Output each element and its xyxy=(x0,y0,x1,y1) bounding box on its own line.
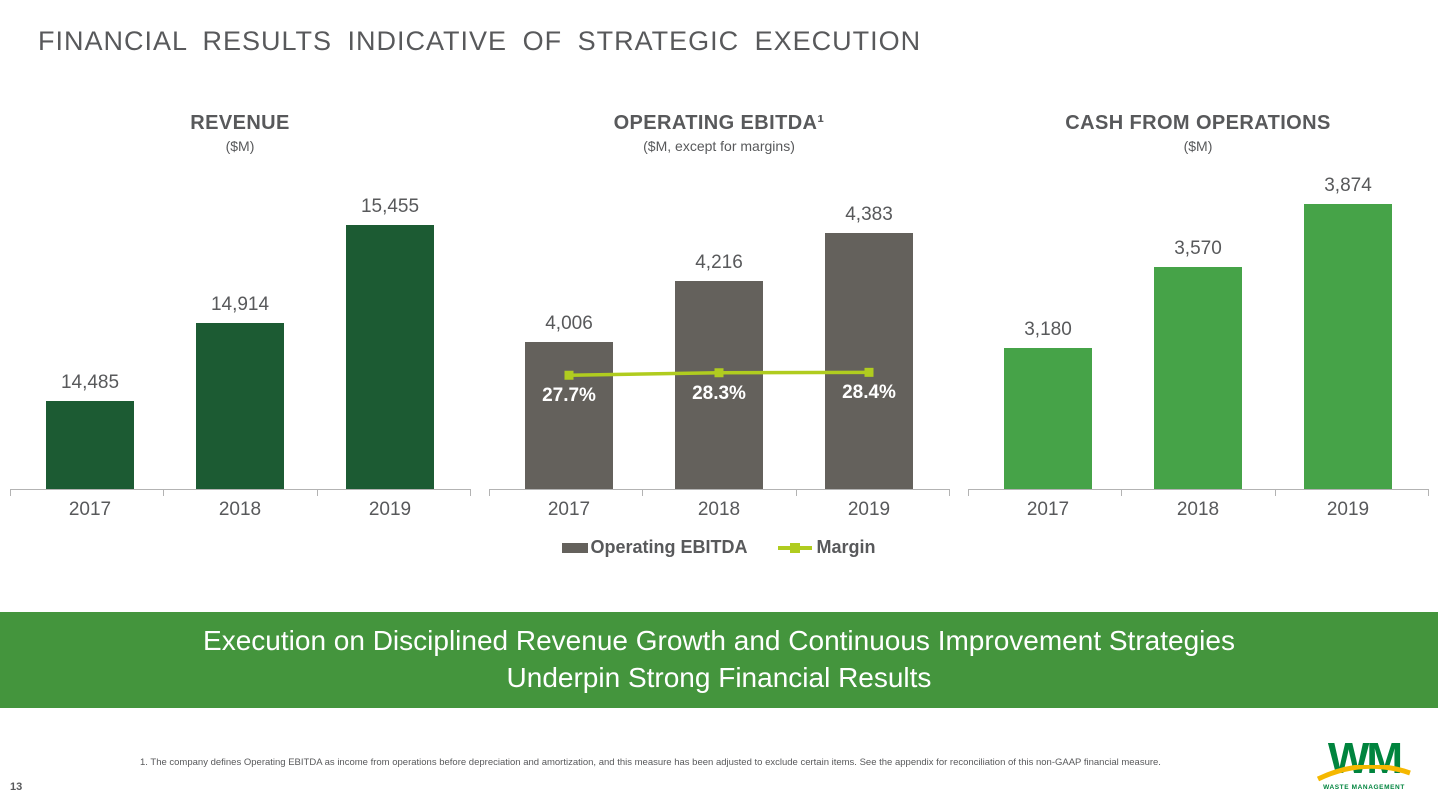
margin-swatch-icon xyxy=(777,542,812,553)
axis-tick xyxy=(968,489,969,496)
chart-operating-ebitda: OPERATING EBITDA¹ ($M, except for margin… xyxy=(489,112,950,558)
bar-value-label: 14,914 xyxy=(210,294,270,315)
chart-subtitle: ($M) xyxy=(225,138,255,154)
bar-value-label: 4,383 xyxy=(845,204,893,225)
axis-tick xyxy=(949,489,950,496)
bar xyxy=(675,281,763,489)
bar-column: 4,383 xyxy=(794,204,944,489)
bar-value-label: 3,874 xyxy=(1324,175,1372,196)
x-axis-label: 2019 xyxy=(847,499,891,520)
bar-value-label: 15,455 xyxy=(360,196,420,217)
bar-column: 15,455 xyxy=(315,196,465,489)
bar-column: 3,570 xyxy=(1123,238,1273,489)
plot-area: 14,485 14,914 15,455 xyxy=(10,160,471,496)
x-axis-label: 2019 xyxy=(1326,499,1370,520)
axis-tick xyxy=(1428,489,1429,496)
wm-logo: WM WASTE MANAGEMENT xyxy=(1314,736,1414,792)
axis-tick xyxy=(10,489,11,496)
plot-area: 4,006 4,216 4,383 27.7% 28.3% 28.4% xyxy=(489,160,950,496)
bar-value-label: 3,180 xyxy=(1024,319,1072,340)
page-title: FINANCIAL RESULTS INDICATIVE OF STRATEGI… xyxy=(38,26,922,56)
bar-column: 3,874 xyxy=(1273,175,1423,489)
bar xyxy=(1304,204,1392,489)
x-axis-label: 2018 xyxy=(697,499,741,520)
bar-value-label: 14,485 xyxy=(60,372,120,393)
x-axis: 2017 2018 2019 xyxy=(10,499,470,521)
chart-title: REVENUE xyxy=(190,112,290,134)
bar-column: 3,180 xyxy=(973,319,1123,489)
bar-column: 14,914 xyxy=(165,294,315,489)
bar-column: 14,485 xyxy=(15,372,165,489)
legend-item-margin: Margin xyxy=(777,537,876,558)
bar-value-label: 3,570 xyxy=(1174,238,1222,259)
bar xyxy=(346,225,434,489)
wm-logo-subtext: WASTE MANAGEMENT xyxy=(1323,784,1405,792)
margin-value-label: 28.3% xyxy=(692,382,746,404)
chart-legend: Operating EBITDA Margin xyxy=(489,537,949,558)
axis-tick xyxy=(1274,489,1276,496)
chart-subtitle: ($M) xyxy=(1183,138,1213,154)
ebitda-swatch-icon xyxy=(562,542,589,553)
legend-label-ebitda: Operating EBITDA xyxy=(590,537,748,557)
charts-row: REVENUE ($M) 14,485 14,914 15,455 2017 2018… xyxy=(10,112,1429,558)
bar xyxy=(1154,267,1242,489)
page-number: 13 xyxy=(10,781,23,793)
x-axis-label: 2017 xyxy=(68,499,112,520)
banner-line-1: Execution on Disciplined Revenue Growth … xyxy=(203,625,1235,657)
x-axis: 2017 2018 2019 xyxy=(489,499,949,521)
x-axis-label: 2019 xyxy=(368,499,412,520)
x-axis: 2017 2018 2019 xyxy=(968,499,1428,521)
axis-tick xyxy=(489,489,490,496)
bar xyxy=(196,323,284,489)
bar-value-label: 4,006 xyxy=(545,313,593,334)
chart-subtitle: ($M, except for margins) xyxy=(643,138,795,154)
x-axis-label: 2017 xyxy=(547,499,591,520)
margin-value-label: 27.7% xyxy=(542,385,596,407)
bar-column: 4,006 xyxy=(494,313,644,489)
footnote: 1. The company defines Operating EBITDA … xyxy=(140,757,1161,768)
x-axis-label: 2017 xyxy=(1026,499,1070,520)
axis-tick xyxy=(163,489,165,496)
bar xyxy=(1004,348,1092,489)
axis-tick xyxy=(795,489,797,496)
x-axis-label: 2018 xyxy=(1176,499,1220,520)
chart-revenue: REVENUE ($M) 14,485 14,914 15,455 2017 2018… xyxy=(10,112,471,558)
legend-item-ebitda: Operating EBITDA xyxy=(562,537,748,558)
bar-column: 4,216 xyxy=(644,252,794,489)
bar xyxy=(525,342,613,489)
key-message-banner: Execution on Disciplined Revenue Growth … xyxy=(0,612,1438,708)
margin-swatch-marker-icon xyxy=(789,542,800,553)
axis-tick xyxy=(470,489,471,496)
wm-logo-swoosh-icon xyxy=(1316,765,1411,782)
plot-area: 3,180 3,570 3,874 xyxy=(968,160,1429,496)
axis-tick xyxy=(1121,489,1123,496)
legend-label-margin: Margin xyxy=(816,537,876,557)
banner-line-2: Underpin Strong Financial Results xyxy=(506,662,932,693)
chart-title: OPERATING EBITDA¹ xyxy=(613,112,825,134)
chart-cash-from-operations: CASH FROM OPERATIONS ($M) 3,180 3,570 3,87… xyxy=(968,112,1429,558)
bar xyxy=(825,233,913,489)
axis-tick xyxy=(642,489,644,496)
bar xyxy=(46,401,134,489)
chart-title: CASH FROM OPERATIONS xyxy=(1065,112,1331,134)
bar-value-label: 4,216 xyxy=(695,252,743,273)
x-axis-label: 2018 xyxy=(218,499,262,520)
axis-tick xyxy=(316,489,318,496)
margin-value-label: 28.4% xyxy=(842,382,896,404)
